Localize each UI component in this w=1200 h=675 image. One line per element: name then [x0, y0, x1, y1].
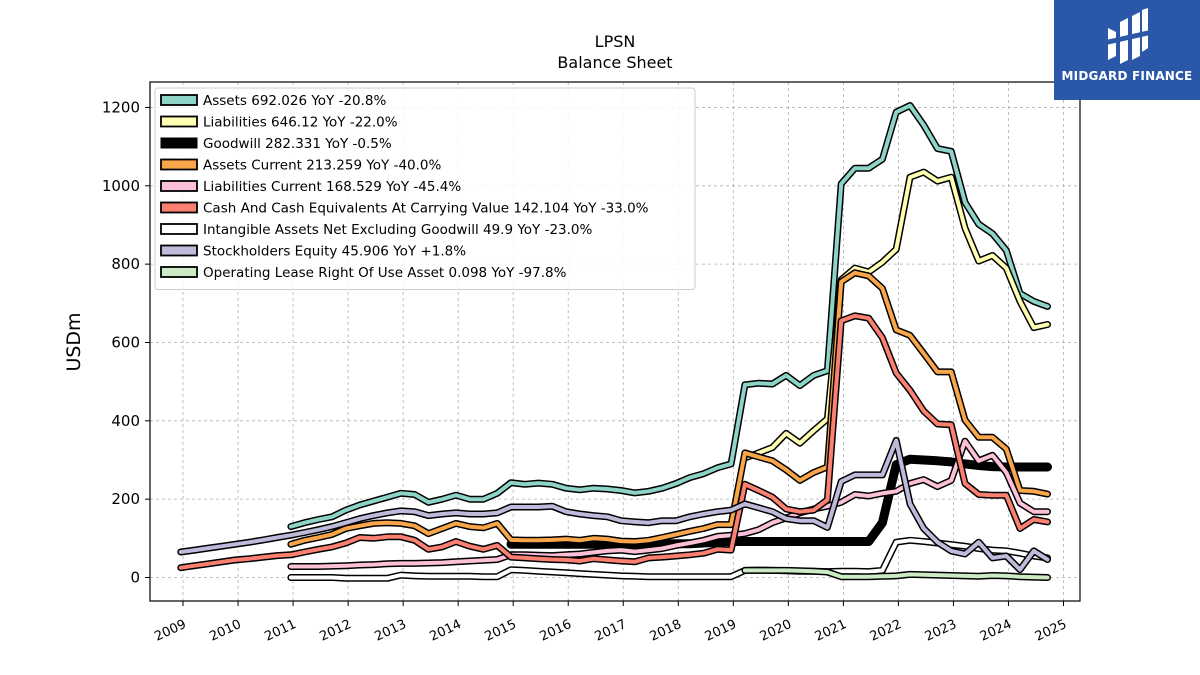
- y-tick-label: 800: [111, 255, 140, 273]
- x-tick-label: 2016: [538, 617, 574, 645]
- x-tick-label: 2013: [372, 617, 408, 645]
- x-tick-label: 2014: [428, 617, 464, 645]
- series-line-liabilities-current: [288, 439, 1050, 569]
- x-tick-label: 2021: [813, 617, 849, 645]
- legend-swatch: [160, 266, 198, 278]
- series-line-intangible-assets-net-excluding-goodwill: [288, 538, 1050, 581]
- x-tick-label: 2024: [978, 617, 1014, 645]
- midgard-logo-icon: [1106, 8, 1150, 64]
- legend-entry: Assets Current 213.259 YoY -40.0%: [203, 158, 442, 174]
- y-tick-label: 1200: [102, 98, 140, 116]
- legend-swatch: [160, 115, 198, 128]
- y-tick-label: 400: [111, 412, 140, 430]
- series-line-cash-and-cash-equivalents-at-carrying-value: [178, 313, 1050, 570]
- y-tick-label: 600: [111, 333, 140, 351]
- x-tick-label: 2020: [758, 617, 794, 645]
- legend-swatch: [160, 137, 198, 149]
- legend-entry: Liabilities Current 168.529 YoY -45.4%: [203, 179, 461, 195]
- legend-entry: Operating Lease Right Of Use Asset 0.098…: [203, 265, 567, 281]
- legend-box: [154, 87, 696, 290]
- legend-entry: Cash And Cash Equivalents At Carrying Va…: [203, 201, 649, 217]
- x-tick-label: 2012: [317, 617, 353, 645]
- y-axis-label: USDm: [63, 312, 85, 371]
- series-lines: [177, 102, 1052, 582]
- legend-entry: Assets 692.026 YoY -20.8%: [203, 93, 387, 109]
- legend-swatch: [160, 223, 198, 235]
- brand-logo: MIDGARD FINANCE: [1054, 0, 1200, 100]
- legend-swatch: [160, 158, 198, 171]
- x-tick-label: 2019: [703, 617, 739, 645]
- x-tick-label: 2017: [593, 617, 629, 645]
- y-tick-label: 200: [111, 490, 140, 508]
- x-tick-label: 2015: [483, 617, 519, 645]
- series-line-operating-lease-right-of-use-asset: [742, 568, 1050, 580]
- chart-title-line-1: LPSN: [595, 32, 636, 51]
- legend-entry: Intangible Assets Net Excluding Goodwill…: [203, 222, 593, 238]
- legend-swatch: [160, 201, 198, 214]
- legend-entry: Stockholders Equity 45.906 YoY +1.8%: [203, 244, 466, 260]
- series-line-assets-current: [288, 270, 1050, 547]
- legend-swatch: [160, 94, 198, 106]
- logo-text: MIDGARD FINANCE: [1061, 69, 1193, 83]
- y-tick-label: 0: [130, 568, 140, 586]
- legend-swatch: [160, 180, 198, 192]
- y-tick-label: 1000: [102, 177, 140, 195]
- legend-entry: Liabilities 646.12 YoY -22.0%: [203, 115, 398, 131]
- legend-entry: Goodwill 282.331 YoY -0.5%: [203, 136, 392, 152]
- x-tick-label: 2009: [152, 617, 188, 645]
- series-line-liabilities: [742, 170, 1050, 460]
- legend: Assets 692.026 YoY -20.8% Liabilities 646…: [154, 87, 696, 290]
- chart-title-line-2: Balance Sheet: [557, 53, 672, 72]
- x-tick-label: 2022: [868, 617, 904, 645]
- legend-swatch: [160, 244, 198, 257]
- x-tick-label: 2023: [923, 617, 959, 645]
- series-line-assets: [288, 103, 1050, 529]
- x-tick-label: 2011: [262, 617, 298, 645]
- series-outline-liabilities: [741, 168, 1051, 462]
- x-tick-label: 2025: [1033, 617, 1069, 645]
- series-line-stockholders-equity: [178, 438, 1050, 572]
- x-tick-label: 2010: [207, 617, 243, 645]
- x-tick-label: 2018: [648, 617, 684, 645]
- plot-frame: [149, 81, 1081, 602]
- series-outline-assets-current: [287, 269, 1051, 548]
